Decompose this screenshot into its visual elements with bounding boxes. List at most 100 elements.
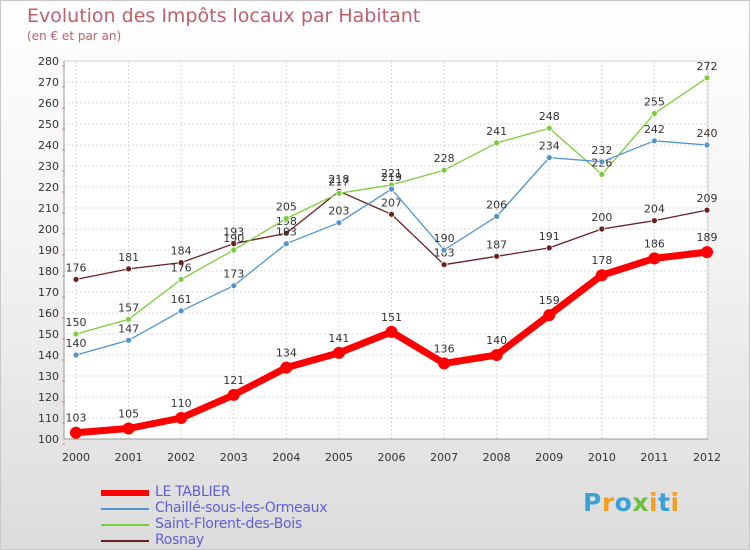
data-label: 232 bbox=[591, 144, 612, 157]
data-label: 217 bbox=[328, 175, 349, 188]
data-label: 147 bbox=[118, 322, 139, 335]
data-label: 228 bbox=[434, 152, 455, 165]
legend-item-rosnay: Rosnay bbox=[101, 532, 421, 549]
y-tick-label: 260 bbox=[38, 97, 59, 110]
data-point bbox=[335, 189, 343, 197]
data-point bbox=[543, 309, 556, 322]
y-tick-label: 200 bbox=[38, 223, 59, 236]
data-label: 161 bbox=[171, 293, 192, 306]
data-point bbox=[648, 252, 661, 265]
logo-letter: t bbox=[658, 488, 671, 517]
data-label: 140 bbox=[66, 337, 87, 350]
y-tick-label: 130 bbox=[38, 370, 59, 383]
data-label: 242 bbox=[644, 123, 665, 136]
data-label: 255 bbox=[644, 96, 665, 109]
data-point bbox=[703, 141, 711, 149]
x-tick-label: 2005 bbox=[325, 451, 353, 464]
data-point bbox=[493, 212, 501, 220]
data-label: 209 bbox=[697, 192, 718, 205]
data-label: 134 bbox=[276, 347, 297, 360]
chart-legend: LE TABLIER Chaillé-sous-les-Ormeaux Sain… bbox=[101, 484, 421, 549]
x-tick-label: 2004 bbox=[272, 451, 300, 464]
data-point bbox=[703, 206, 711, 214]
legend-item-saint-florent: Saint-Florent-des-Bois bbox=[101, 516, 421, 533]
data-point bbox=[70, 426, 82, 439]
x-tick-label: 2000 bbox=[62, 451, 90, 464]
proxiti-logo: Proxiti bbox=[583, 488, 680, 517]
data-point bbox=[493, 139, 501, 147]
data-label: 105 bbox=[118, 408, 139, 421]
logo-letter: x bbox=[632, 488, 649, 517]
data-label: 141 bbox=[328, 332, 349, 345]
data-point bbox=[175, 412, 188, 424]
data-point bbox=[651, 217, 658, 225]
data-label: 110 bbox=[171, 397, 192, 410]
data-label: 218 bbox=[328, 173, 349, 186]
logo-letter: r bbox=[601, 488, 615, 517]
data-point bbox=[440, 261, 448, 269]
data-point bbox=[545, 124, 553, 132]
data-label: 248 bbox=[539, 110, 560, 123]
data-point bbox=[72, 351, 80, 359]
y-tick-label: 210 bbox=[38, 202, 59, 215]
x-tick-label: 2003 bbox=[220, 451, 248, 464]
y-tick-label: 160 bbox=[38, 307, 59, 320]
data-label: 176 bbox=[66, 261, 87, 274]
data-label: 272 bbox=[697, 60, 718, 73]
data-point bbox=[125, 265, 132, 273]
x-tick-label: 2008 bbox=[483, 451, 511, 464]
x-tick-label: 2007 bbox=[430, 451, 458, 464]
y-tick-label: 230 bbox=[38, 160, 59, 173]
data-point bbox=[177, 275, 185, 283]
data-point bbox=[125, 336, 132, 344]
legend-swatch-saint-florent bbox=[101, 524, 149, 526]
data-point bbox=[122, 422, 135, 435]
data-label: 157 bbox=[118, 301, 139, 314]
data-point bbox=[598, 170, 606, 178]
legend-swatch-rosnay bbox=[101, 540, 149, 542]
legend-item-le-tablier: LE TABLIER bbox=[101, 484, 421, 501]
y-tick-label: 180 bbox=[38, 265, 59, 278]
data-point bbox=[230, 282, 238, 290]
y-tick-label: 170 bbox=[38, 286, 59, 299]
data-label: 151 bbox=[381, 311, 402, 324]
x-tick-label: 2002 bbox=[167, 451, 195, 464]
data-point bbox=[332, 346, 345, 359]
data-label: 159 bbox=[539, 294, 560, 307]
data-label: 191 bbox=[539, 230, 560, 243]
data-label: 136 bbox=[434, 342, 455, 355]
legend-swatch-le-tablier bbox=[101, 490, 149, 496]
x-tick-label: 2011 bbox=[640, 451, 668, 464]
data-label: 121 bbox=[223, 374, 244, 387]
data-label: 203 bbox=[328, 205, 349, 218]
data-label: 140 bbox=[486, 334, 507, 347]
data-point bbox=[72, 275, 80, 283]
data-label: 234 bbox=[539, 140, 560, 153]
data-point bbox=[230, 246, 238, 254]
data-point bbox=[280, 361, 293, 374]
legend-label: Saint-Florent-des-Bois bbox=[155, 516, 302, 532]
data-point bbox=[177, 259, 185, 267]
y-tick-label: 120 bbox=[38, 391, 59, 404]
logo-letter: P bbox=[583, 488, 602, 517]
legend-label: Chaillé-sous-les-Ormeaux bbox=[155, 500, 328, 516]
data-point bbox=[388, 185, 395, 193]
y-tick-label: 110 bbox=[38, 412, 59, 425]
data-point bbox=[125, 315, 132, 323]
data-label: 193 bbox=[223, 226, 244, 239]
data-point bbox=[598, 158, 606, 166]
legend-label: Rosnay bbox=[155, 532, 204, 548]
logo-letter: o bbox=[614, 488, 633, 517]
data-label: 193 bbox=[276, 226, 297, 239]
y-tick-label: 190 bbox=[38, 244, 59, 257]
data-label: 189 bbox=[697, 231, 718, 244]
x-tick-label: 2012 bbox=[693, 451, 721, 464]
logo-letter: i bbox=[649, 488, 659, 517]
data-point bbox=[651, 137, 658, 145]
y-tick-label: 100 bbox=[38, 433, 59, 446]
y-tick-label: 150 bbox=[38, 328, 59, 341]
data-label: 241 bbox=[486, 125, 507, 138]
data-label: 176 bbox=[171, 261, 192, 274]
y-tick-label: 250 bbox=[38, 118, 59, 131]
